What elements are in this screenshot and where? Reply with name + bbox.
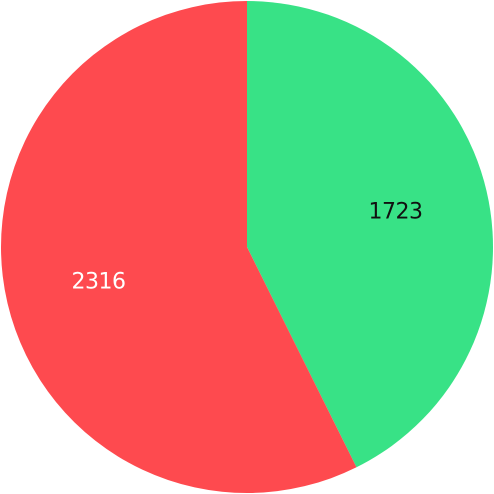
labels-layer: 1723 2316 — [72, 200, 423, 295]
slice-value-label: 1723 — [368, 200, 422, 225]
pie-slice-1723 — [247, 1, 493, 468]
slice-value-label: 2316 — [72, 269, 126, 294]
pie-slice-2316 — [0, 1, 357, 493]
